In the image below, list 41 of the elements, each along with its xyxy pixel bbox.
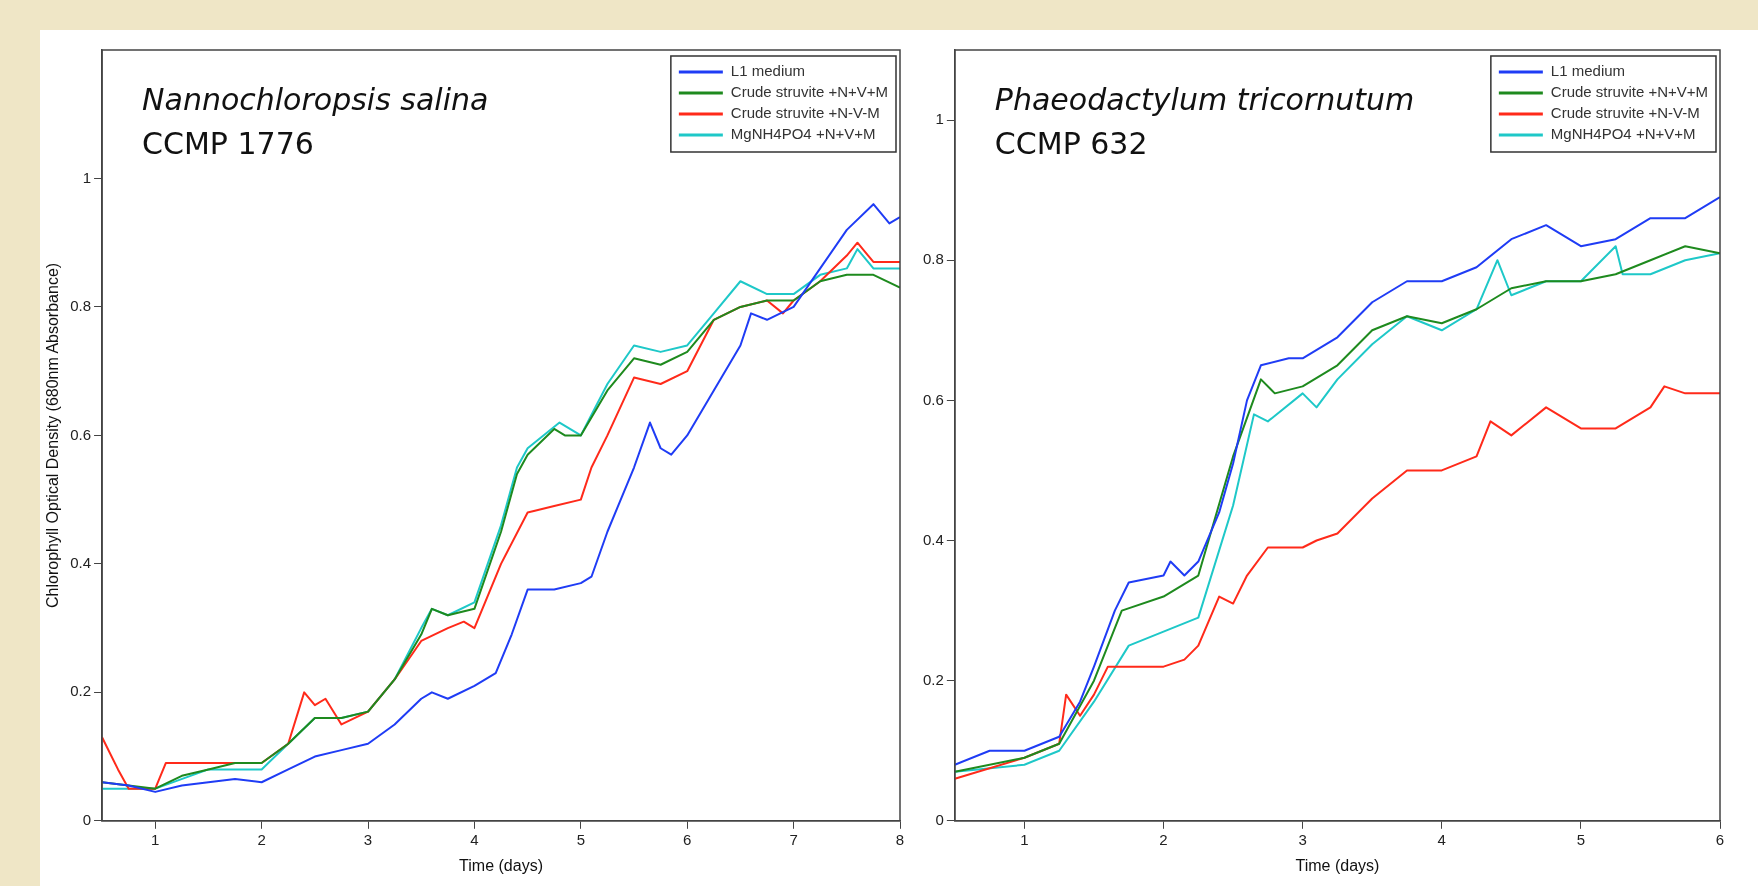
x-tick-label: 1 — [1020, 830, 1029, 848]
y-tick-label: 0.4 — [70, 554, 92, 572]
legend-label: MgNH4PO4 +N+V+M — [1550, 125, 1696, 143]
annotation: Nannochloropsis salina — [142, 82, 489, 117]
legend-label: MgNH4PO4 +N+V+M — [730, 125, 876, 143]
x-axis-title: Time (days) — [459, 856, 543, 874]
legend-label: Crude struvite +N+V+M — [730, 83, 889, 101]
y-tick-label: 1 — [935, 110, 944, 128]
y-tick-label: 1 — [82, 168, 92, 186]
annotation: CCMP 632 — [994, 126, 1148, 161]
y-tick-label: 0.8 — [70, 297, 92, 315]
legend-label: Crude struvite +N-V-M — [730, 104, 880, 122]
y-tick-label: 0.8 — [922, 250, 944, 268]
x-tick-label: 8 — [895, 830, 905, 848]
x-tick-label: 7 — [789, 830, 798, 848]
y-tick-label: 0.6 — [922, 390, 944, 408]
y-tick-label: 0.4 — [922, 530, 944, 548]
annotation: CCMP 1776 — [142, 126, 314, 161]
x-tick-label: 2 — [257, 830, 266, 848]
legend-label: L1 medium — [1550, 62, 1626, 80]
legend-label: L1 medium — [730, 62, 806, 80]
y-tick-label: 0 — [935, 810, 944, 828]
x-tick-label: 5 — [576, 830, 585, 848]
legend-label: Crude struvite +N+V+M — [1550, 83, 1709, 101]
x-tick-label: 3 — [1298, 830, 1307, 848]
x-tick-label: 6 — [1715, 830, 1725, 848]
x-tick-label: 4 — [470, 830, 479, 848]
legend-label: Crude struvite +N-V-M — [1550, 104, 1700, 122]
y-tick-label: 0.6 — [70, 425, 92, 443]
annotation: Phaeodactylum tricornutum — [994, 82, 1415, 117]
x-tick-label: 6 — [683, 830, 692, 848]
x-axis-title: Time (days) — [1295, 856, 1380, 874]
y-axis-title: Chlorophyll Optical Density (680nm Absorbance) — [44, 262, 62, 608]
x-tick-label: 2 — [1159, 830, 1168, 848]
x-tick-label: 1 — [151, 830, 160, 848]
x-tick-label: 4 — [1437, 830, 1446, 848]
y-tick-label: 0.2 — [70, 682, 92, 700]
x-tick-label: 3 — [363, 830, 373, 848]
y-tick-label: 0 — [82, 810, 92, 828]
y-tick-label: 0.2 — [922, 670, 944, 688]
x-tick-label: 5 — [1576, 830, 1586, 848]
